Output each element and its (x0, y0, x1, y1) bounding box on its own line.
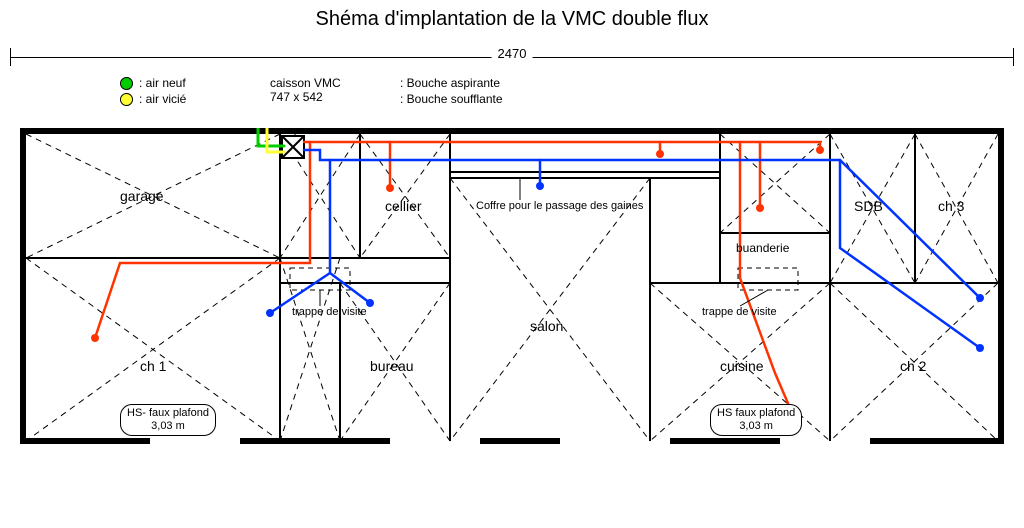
coffre-label: Coffre pour le passage des gaines (476, 200, 643, 212)
legend-label-extract: : Bouche aspirante (400, 76, 500, 90)
vmc-line2: 747 x 542 (270, 90, 341, 104)
legend-label-fresh-air: : air neuf (139, 76, 186, 90)
page-title: Shéma d'implantation de la VMC double fl… (0, 8, 1024, 31)
legend-air: : air neuf : air vicié (120, 76, 186, 108)
legend-label-stale-air: : air vicié (139, 92, 186, 106)
room-ch3: ch 3 (938, 198, 964, 214)
room-garage: garage (120, 188, 164, 204)
ceiling-box-right: HS faux plafond 3,03 m (710, 404, 802, 436)
room-ch2: ch 2 (900, 358, 926, 374)
ceiling-left-l2: 3,03 m (127, 420, 209, 433)
room-salon: salon (530, 318, 563, 334)
room-sdb: SDB (854, 198, 883, 214)
room-buanderie: buanderie (736, 241, 789, 255)
floor-plan: garage cellier ch 1 bureau salon buander… (20, 128, 1004, 464)
vmc-line1: caisson VMC (270, 76, 341, 90)
trappe-label-right: trappe de visite (702, 306, 777, 318)
ceiling-right-l1: HS faux plafond (717, 407, 795, 420)
room-bureau: bureau (370, 358, 414, 374)
ceiling-left-l1: HS- faux plafond (127, 407, 209, 420)
legend-label-supply: : Bouche soufflante (400, 92, 503, 106)
vmc-box-label: caisson VMC 747 x 542 (270, 76, 341, 105)
overall-dimension: 2470 (0, 48, 1024, 66)
legend-bouches: : Bouche aspirante : Bouche soufflante (400, 76, 503, 106)
overall-dim-value: 2470 (492, 46, 533, 61)
ceiling-right-l2: 3,03 m (717, 420, 795, 433)
legend-dot-fresh-air (120, 77, 133, 90)
legend-dot-stale-air (120, 93, 133, 106)
ceiling-box-left: HS- faux plafond 3,03 m (120, 404, 216, 436)
room-cuisine: cuisine (720, 358, 764, 374)
room-cellier: cellier (385, 198, 422, 214)
trappe-label-left: trappe de visite (292, 306, 367, 318)
room-ch1: ch 1 (140, 358, 166, 374)
